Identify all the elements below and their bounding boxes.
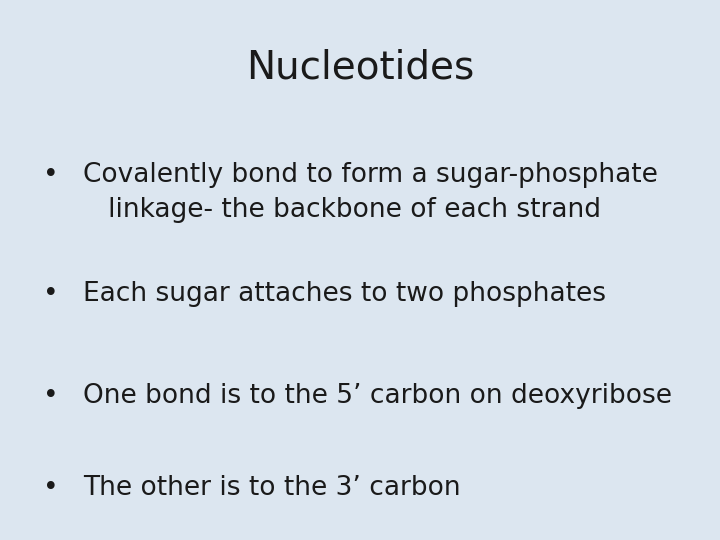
Text: Covalently bond to form a sugar-phosphate
   linkage- the backbone of each stran: Covalently bond to form a sugar-phosphat… xyxy=(83,162,657,223)
Text: Each sugar attaches to two phosphates: Each sugar attaches to two phosphates xyxy=(83,281,606,307)
Text: •: • xyxy=(43,383,59,409)
Text: The other is to the 3’ carbon: The other is to the 3’ carbon xyxy=(83,475,460,501)
Text: •: • xyxy=(43,281,59,307)
Text: •: • xyxy=(43,475,59,501)
Text: One bond is to the 5’ carbon on deoxyribose: One bond is to the 5’ carbon on deoxyrib… xyxy=(83,383,672,409)
Text: Nucleotides: Nucleotides xyxy=(246,49,474,86)
Text: •: • xyxy=(43,162,59,188)
